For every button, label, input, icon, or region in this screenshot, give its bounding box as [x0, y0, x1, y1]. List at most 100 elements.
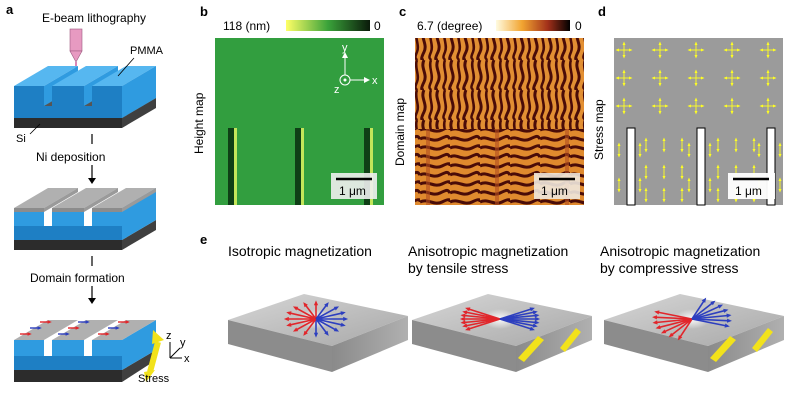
arrow-head [532, 323, 538, 328]
arrow-head [638, 153, 642, 158]
arrow-head [460, 313, 466, 318]
arrow-head [664, 76, 669, 80]
arrow-head [292, 306, 299, 311]
axis-z-label: z [166, 330, 172, 342]
stress-ridge [626, 127, 636, 206]
arrow-head [716, 137, 720, 142]
domain-scalebar-label: 1 μm [541, 184, 568, 198]
arrow-head [680, 137, 684, 142]
arrow-head [694, 110, 698, 115]
arrow-head [658, 97, 662, 102]
arrow-head [680, 198, 684, 203]
domain-map-top [415, 38, 584, 129]
arrow-head [677, 335, 683, 341]
arrow-head [710, 300, 716, 306]
arrow-head [622, 54, 626, 59]
stress-bar [710, 336, 736, 362]
arrow-head [772, 76, 777, 80]
arrow-head [27, 332, 32, 336]
arrow-head [333, 327, 340, 332]
arrow [691, 318, 730, 322]
arrow-head [652, 315, 658, 320]
arrow [654, 318, 693, 324]
arrow [691, 309, 727, 320]
axis-x-label: x [184, 353, 190, 365]
arrow [691, 318, 728, 327]
arrow-head [778, 153, 782, 158]
arrow-head [655, 325, 661, 330]
arrow-head [651, 76, 656, 80]
arrow-head [658, 41, 662, 46]
arrow-head [622, 69, 626, 74]
arrow-head [752, 148, 756, 153]
arrow-head [529, 326, 535, 331]
box-side [708, 316, 784, 372]
arrow-head [340, 311, 346, 316]
arrow-head [343, 316, 349, 322]
stress-bar [752, 328, 773, 352]
arrow [315, 306, 338, 320]
box-front [412, 320, 516, 372]
arrow-head [662, 187, 666, 192]
arrow-head [125, 320, 130, 324]
arrow-head [701, 297, 707, 303]
arrow [499, 318, 534, 331]
arrow-head [730, 82, 734, 87]
arrow-head [615, 48, 620, 52]
arrow-head [651, 48, 656, 52]
arrow-head [664, 104, 669, 108]
arrow [657, 318, 693, 329]
arrow-head [462, 310, 468, 315]
panel-letter-b: b [200, 4, 208, 19]
arrow-head [680, 148, 684, 153]
stack-2 [14, 188, 156, 250]
axes-icon [169, 342, 182, 359]
stress-ridge [766, 127, 776, 206]
arrow-head [687, 48, 692, 52]
arrow-head [757, 142, 761, 147]
arrow-head [532, 310, 538, 315]
stress-scalebar-label: 1 μm [735, 184, 762, 198]
arrow-head [286, 311, 292, 316]
arrow-head [734, 148, 738, 153]
arrow-head [730, 97, 734, 102]
arrow-head [662, 137, 666, 142]
arrow-head [766, 41, 770, 46]
arrow-head [534, 313, 540, 318]
arrow-head [617, 142, 621, 147]
arrow-head [694, 41, 698, 46]
arrow-head [766, 54, 770, 59]
arrow-head [752, 137, 756, 142]
arrow-head [662, 148, 666, 153]
arrow-head [716, 198, 720, 203]
stack-1 [14, 66, 156, 128]
arrow-head [723, 48, 728, 52]
height-map-label: Height map [192, 92, 206, 154]
arrow-head [662, 198, 666, 203]
arrow-head [752, 164, 756, 169]
arrow-head [644, 187, 648, 192]
arrow [315, 303, 329, 320]
arrow-head [664, 48, 669, 52]
arrow-head [680, 175, 684, 180]
col2-title-line2: by tensile stress [408, 260, 508, 276]
arrow [669, 318, 693, 337]
arrow [315, 311, 344, 320]
arrow-head [662, 175, 666, 180]
arrow-head [658, 82, 662, 87]
arrow-head [644, 164, 648, 169]
arrow-head [708, 177, 712, 182]
arrow-head [622, 97, 626, 102]
coord-axis-x: x [372, 75, 378, 87]
arrow-head [105, 332, 110, 336]
arrow-head [694, 54, 698, 59]
arrow-head [708, 153, 712, 158]
arrow [691, 298, 706, 320]
arrow-head [313, 300, 319, 306]
domain-scale-min: 0 [575, 19, 582, 33]
arrow-head [651, 104, 656, 108]
arrow-head [736, 76, 741, 80]
height-colorbar [286, 20, 370, 31]
arrow [303, 318, 317, 335]
